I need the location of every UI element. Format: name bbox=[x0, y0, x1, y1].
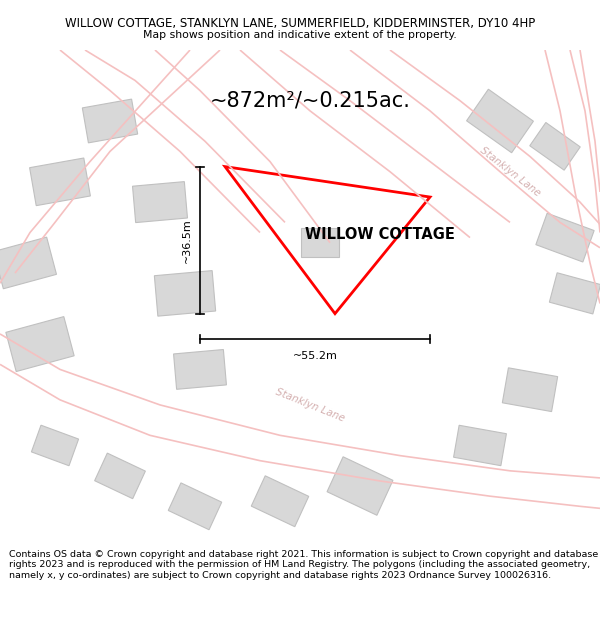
Text: ~55.2m: ~55.2m bbox=[293, 351, 337, 361]
Text: Stanklyn Lane: Stanklyn Lane bbox=[478, 145, 542, 198]
Polygon shape bbox=[168, 483, 222, 530]
Polygon shape bbox=[502, 368, 557, 412]
Polygon shape bbox=[536, 213, 594, 262]
Polygon shape bbox=[530, 122, 580, 170]
Text: Map shows position and indicative extent of the property.: Map shows position and indicative extent… bbox=[143, 30, 457, 40]
Polygon shape bbox=[454, 425, 506, 466]
Polygon shape bbox=[154, 271, 215, 316]
Polygon shape bbox=[301, 229, 339, 257]
Text: ~872m²/~0.215ac.: ~872m²/~0.215ac. bbox=[209, 91, 410, 111]
Text: WILLOW COTTAGE, STANKLYN LANE, SUMMERFIELD, KIDDERMINSTER, DY10 4HP: WILLOW COTTAGE, STANKLYN LANE, SUMMERFIE… bbox=[65, 18, 535, 31]
Polygon shape bbox=[95, 453, 145, 499]
Polygon shape bbox=[29, 158, 91, 206]
Polygon shape bbox=[251, 476, 309, 527]
Text: Stanklyn Lane: Stanklyn Lane bbox=[274, 386, 346, 423]
Polygon shape bbox=[0, 237, 56, 289]
Text: Contains OS data © Crown copyright and database right 2021. This information is : Contains OS data © Crown copyright and d… bbox=[9, 550, 598, 580]
Text: ~36.5m: ~36.5m bbox=[182, 217, 192, 262]
Polygon shape bbox=[31, 425, 79, 466]
Polygon shape bbox=[327, 457, 393, 515]
Text: WILLOW COTTAGE: WILLOW COTTAGE bbox=[305, 227, 455, 242]
Polygon shape bbox=[173, 349, 226, 389]
Polygon shape bbox=[467, 89, 533, 152]
Polygon shape bbox=[550, 272, 600, 314]
Polygon shape bbox=[133, 182, 187, 222]
Polygon shape bbox=[82, 99, 137, 143]
Polygon shape bbox=[6, 317, 74, 371]
